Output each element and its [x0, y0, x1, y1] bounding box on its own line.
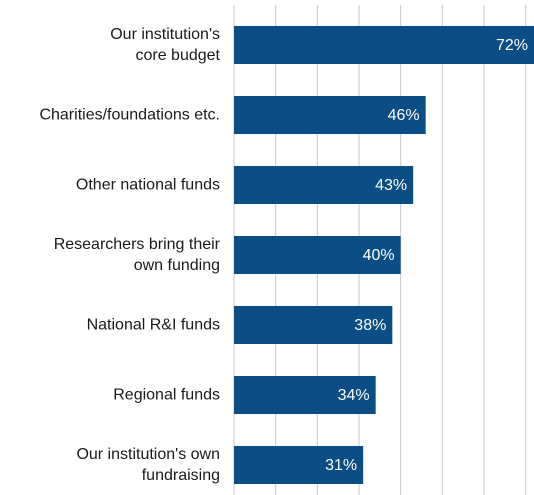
bar	[234, 236, 401, 274]
bar	[234, 376, 376, 414]
value-label: 72%	[496, 37, 528, 54]
category-label: National R&I funds	[86, 316, 220, 334]
value-label: 38%	[354, 317, 386, 334]
value-label: 46%	[388, 107, 420, 124]
category-label: Our institution's own fundraising	[76, 446, 220, 484]
category-label: Researchers bring their own funding	[53, 236, 220, 274]
value-label: 43%	[375, 177, 407, 194]
value-label: 34%	[338, 387, 370, 404]
bar	[234, 306, 393, 344]
value-label: 31%	[325, 457, 357, 474]
bar	[234, 96, 426, 134]
bar	[234, 166, 414, 204]
value-label: 40%	[363, 247, 395, 264]
category-label: Other national funds	[75, 176, 220, 194]
category-label: Charities/foundations etc.	[39, 106, 220, 124]
category-label: Regional funds	[113, 386, 220, 404]
bar	[234, 446, 364, 484]
bar	[234, 26, 534, 64]
category-label: Our institution's core budget	[110, 26, 220, 64]
